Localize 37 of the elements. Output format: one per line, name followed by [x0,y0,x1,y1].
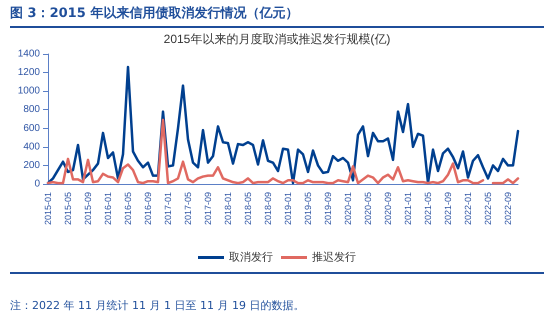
x-tick-label: 2021-09 [443,192,453,226]
x-tick-label: 2019-09 [323,192,333,226]
chart-subtitle: 2015年以来的月度取消或推迟发行规模(亿) [164,32,390,46]
chart-title: 图 3：2015 年以来信用债取消发行情况（亿元） [10,4,544,28]
x-tick-label: 2019-01 [283,192,293,226]
x-tick-label: 2018-05 [243,192,253,226]
x-tick-label: 2019-05 [303,192,313,226]
x-tick-label: 2018-09 [263,192,273,226]
y-tick-label: 800 [23,104,40,116]
x-tick-label: 2017-01 [163,192,173,226]
x-tick-label: 2018-01 [223,192,233,226]
text: 注：2022 年 11 月统计 11 月 1 日至 11 月 19 日的数据。 [10,272,544,313]
x-tick-label: 2022-01 [463,192,473,226]
y-tick-label: 400 [23,141,40,152]
x-tick-label: 2016-05 [123,192,133,226]
legend-label: 推迟发行 [312,250,356,264]
x-tick-label: 2015-05 [63,192,73,226]
x-tick-label: 2022-05 [483,192,493,226]
x-tick-label: 2017-09 [203,192,213,226]
x-tick-label: 2022-09 [503,192,513,226]
x-tick-label: 2020-09 [383,192,393,226]
y-tick-label: 600 [23,122,40,134]
y-tick-label: 1400 [18,48,40,60]
x-tick-label: 2017-05 [183,192,193,226]
legend-label: 取消发行 [229,250,273,264]
y-tick-label: 1200 [18,67,40,78]
x-tick-label: 2015-09 [83,192,93,226]
x-tick-label: 2016-01 [103,192,113,226]
y-tick-label: 1000 [18,86,40,97]
x-tick-label: 2021-05 [423,192,433,226]
x-tick-label: 2021-01 [403,192,413,226]
x-tick-label: 2020-01 [343,192,353,226]
y-tick-label: 0 [34,178,40,190]
y-tick-label: 200 [23,160,40,171]
x-tick-label: 2020-05 [363,192,373,226]
x-tick-label: 2016-09 [143,192,153,226]
x-tick-label: 2015-01 [43,192,53,226]
